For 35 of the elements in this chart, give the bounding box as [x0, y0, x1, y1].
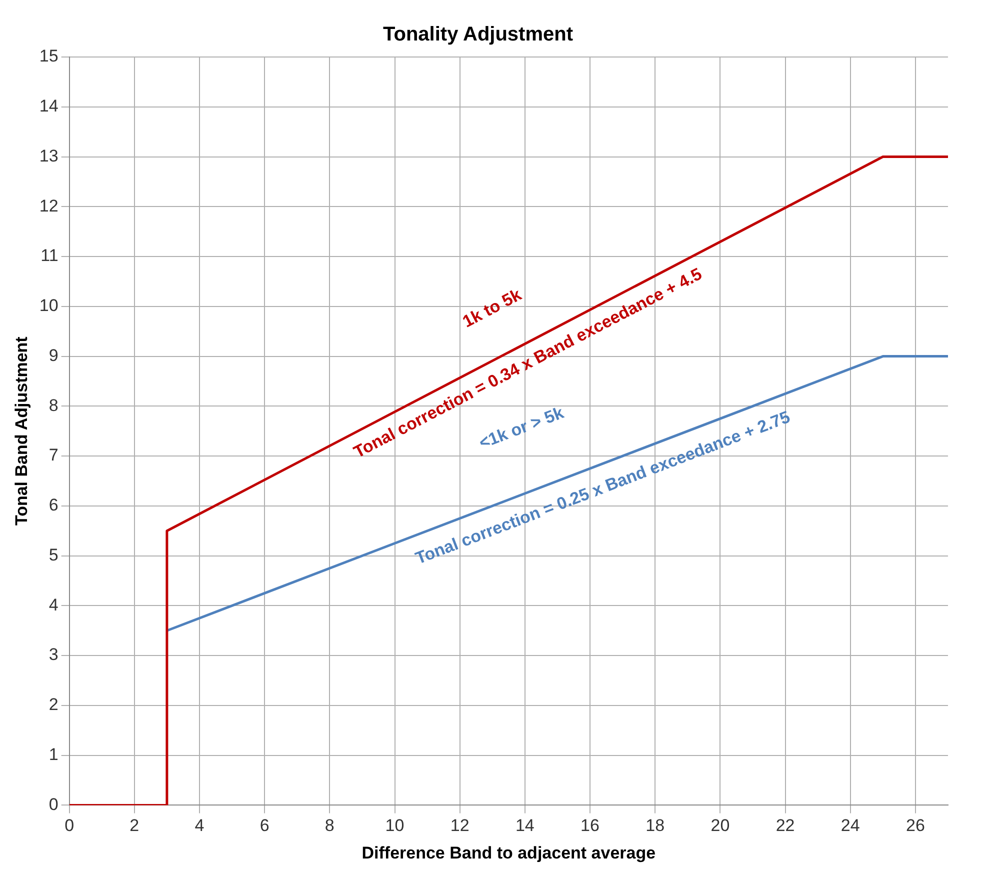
y-tick-label: 10 [39, 296, 58, 316]
x-axis-title: Difference Band to adjacent average [362, 843, 656, 862]
y-tick-label: 2 [48, 695, 58, 714]
x-tick-label: 4 [194, 816, 204, 836]
y-tick-label: 11 [40, 246, 58, 266]
y-tick-label: 3 [48, 645, 58, 664]
x-tick-label: 14 [515, 816, 534, 836]
y-tick-label: 1 [48, 745, 58, 764]
x-tick-label: 0 [64, 816, 74, 836]
annotation: <1k or > 5k [476, 402, 567, 453]
annotation: 1k to 5k [460, 284, 525, 332]
x-tick-label: 8 [324, 816, 334, 836]
x-tick-label: 16 [580, 816, 600, 836]
x-tick-label: 12 [450, 816, 470, 836]
x-tick-label: 24 [840, 816, 860, 836]
x-tick-label: 6 [260, 816, 270, 836]
x-tick-label: 10 [385, 816, 404, 836]
y-tick-label: 0 [48, 794, 58, 814]
x-tick-label: 22 [776, 816, 795, 836]
y-tick-label: 5 [48, 545, 58, 564]
x-tick-label: 26 [906, 816, 925, 836]
x-tick-label: 20 [710, 816, 730, 836]
y-axis-title: Tonal Band Adjustment [12, 336, 31, 526]
y-tick-label: 12 [39, 196, 58, 216]
y-tick-label: 13 [39, 146, 58, 166]
chart-title: Tonality Adjustment [383, 24, 574, 46]
y-tick-label: 7 [48, 446, 58, 465]
x-tick-label: 2 [130, 816, 140, 836]
x-tick-label: 18 [646, 816, 665, 836]
y-tick-label: 8 [48, 396, 58, 415]
y-tick-label: 15 [39, 46, 58, 66]
y-tick-label: 9 [48, 346, 58, 365]
y-tick-label: 14 [39, 96, 58, 116]
y-tick-label: 6 [48, 496, 58, 515]
y-tick-label: 4 [48, 595, 58, 614]
